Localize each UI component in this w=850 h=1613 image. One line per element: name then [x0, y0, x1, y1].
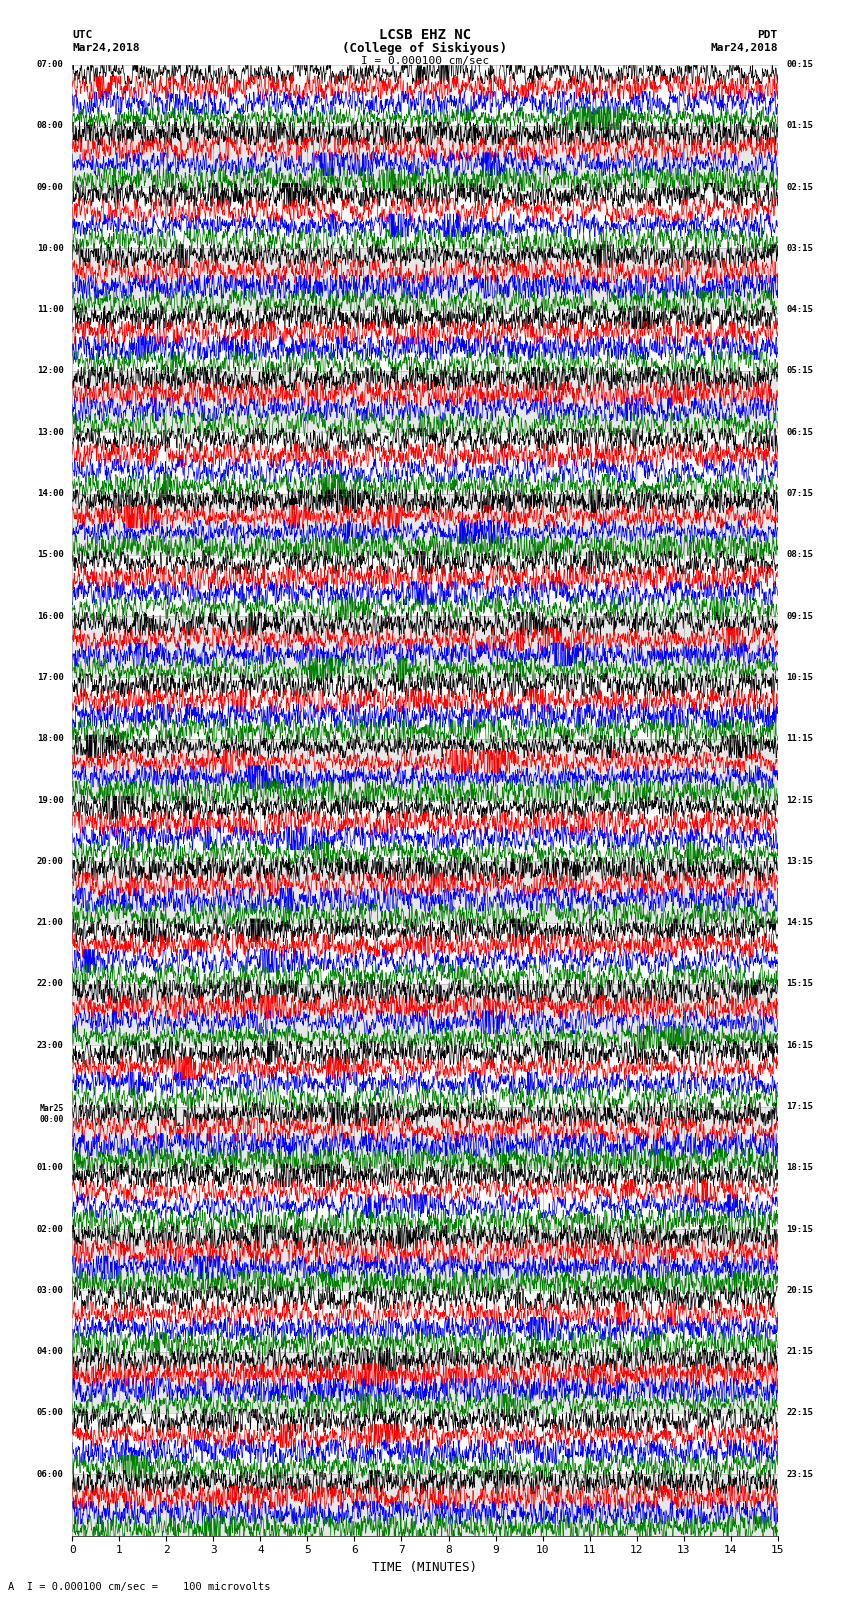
Text: 18:15: 18:15 [786, 1163, 813, 1173]
Text: 09:15: 09:15 [786, 611, 813, 621]
Bar [72, 126, 778, 187]
Bar [72, 494, 778, 555]
Text: 10:00: 10:00 [37, 244, 64, 253]
Bar [72, 1107, 778, 1168]
Text: 16:00: 16:00 [37, 611, 64, 621]
Text: 01:15: 01:15 [786, 121, 813, 131]
Text: 17:00: 17:00 [37, 673, 64, 682]
Bar [72, 1352, 778, 1413]
Text: 01:00: 01:00 [37, 1163, 64, 1173]
Text: 10:15: 10:15 [786, 673, 813, 682]
Text: 23:00: 23:00 [37, 1040, 64, 1050]
Bar [72, 371, 778, 432]
Text: 12:15: 12:15 [786, 795, 813, 805]
Text: 08:00: 08:00 [37, 121, 64, 131]
Text: 16:15: 16:15 [786, 1040, 813, 1050]
Text: 08:15: 08:15 [786, 550, 813, 560]
Text: 12:00: 12:00 [37, 366, 64, 376]
Text: 22:00: 22:00 [37, 979, 64, 989]
Text: 20:00: 20:00 [37, 857, 64, 866]
Bar [72, 1474, 778, 1536]
Text: 21:00: 21:00 [37, 918, 64, 927]
Bar [72, 1229, 778, 1290]
Text: 06:00: 06:00 [37, 1469, 64, 1479]
Text: 03:00: 03:00 [37, 1286, 64, 1295]
Text: 04:15: 04:15 [786, 305, 813, 315]
Text: Mar24,2018: Mar24,2018 [711, 44, 778, 53]
Text: 07:15: 07:15 [786, 489, 813, 498]
Text: 21:15: 21:15 [786, 1347, 813, 1357]
Text: 00:15: 00:15 [786, 60, 813, 69]
Text: UTC: UTC [72, 31, 93, 40]
Bar [72, 861, 778, 923]
Text: (College of Siskiyous): (College of Siskiyous) [343, 42, 507, 55]
Bar [72, 248, 778, 310]
Text: 22:15: 22:15 [786, 1408, 813, 1418]
Text: 05:00: 05:00 [37, 1408, 64, 1418]
Text: 18:00: 18:00 [37, 734, 64, 744]
Text: 05:15: 05:15 [786, 366, 813, 376]
Text: 19:00: 19:00 [37, 795, 64, 805]
Text: PDT: PDT [757, 31, 778, 40]
Text: 23:15: 23:15 [786, 1469, 813, 1479]
Bar [72, 739, 778, 800]
Text: 11:00: 11:00 [37, 305, 64, 315]
Text: 15:00: 15:00 [37, 550, 64, 560]
Bar [72, 616, 778, 677]
Text: I = 0.000100 cm/sec: I = 0.000100 cm/sec [361, 56, 489, 66]
Text: 02:00: 02:00 [37, 1224, 64, 1234]
Text: 02:15: 02:15 [786, 182, 813, 192]
Text: 14:00: 14:00 [37, 489, 64, 498]
Text: Mar25
00:00: Mar25 00:00 [39, 1105, 64, 1124]
Text: 11:15: 11:15 [786, 734, 813, 744]
Text: 13:15: 13:15 [786, 857, 813, 866]
Text: 19:15: 19:15 [786, 1224, 813, 1234]
Text: LCSB EHZ NC: LCSB EHZ NC [379, 29, 471, 42]
Text: 07:00: 07:00 [37, 60, 64, 69]
Text: A  I = 0.000100 cm/sec =    100 microvolts: A I = 0.000100 cm/sec = 100 microvolts [8, 1582, 271, 1592]
Text: 14:15: 14:15 [786, 918, 813, 927]
Text: 15:15: 15:15 [786, 979, 813, 989]
Text: 06:15: 06:15 [786, 427, 813, 437]
Text: 17:15: 17:15 [786, 1102, 813, 1111]
Text: 20:15: 20:15 [786, 1286, 813, 1295]
Text: Mar24,2018: Mar24,2018 [72, 44, 139, 53]
X-axis label: TIME (MINUTES): TIME (MINUTES) [372, 1561, 478, 1574]
Text: 09:00: 09:00 [37, 182, 64, 192]
Text: 13:00: 13:00 [37, 427, 64, 437]
Text: 03:15: 03:15 [786, 244, 813, 253]
Text: 04:00: 04:00 [37, 1347, 64, 1357]
Bar [72, 984, 778, 1045]
